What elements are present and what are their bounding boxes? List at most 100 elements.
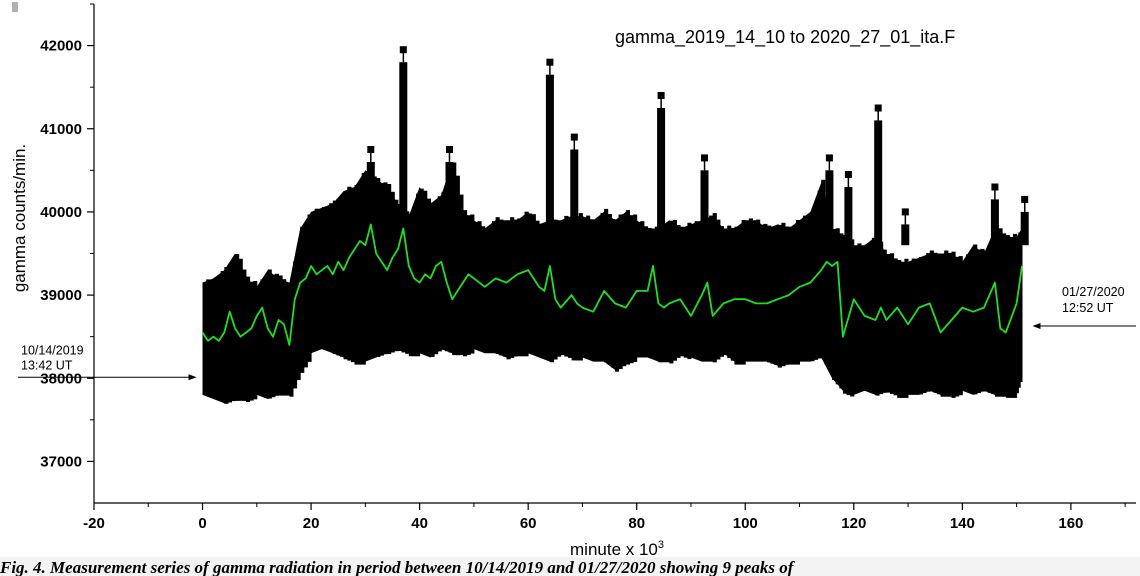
data-bar bbox=[274, 273, 279, 396]
data-bar bbox=[947, 252, 952, 397]
annotation-time: 13:42 UT bbox=[21, 358, 73, 372]
data-bar bbox=[651, 230, 656, 359]
data-bar bbox=[416, 193, 421, 357]
chart-title: gamma_2019_14_10 to 2020_27_01_ita.F bbox=[615, 27, 955, 48]
data-bar bbox=[777, 224, 782, 368]
data-bar bbox=[332, 200, 337, 354]
data-bar bbox=[361, 172, 366, 365]
data-bar bbox=[1020, 231, 1023, 383]
data-bar bbox=[853, 246, 858, 394]
data-spike bbox=[990, 199, 999, 246]
data-bar bbox=[531, 214, 536, 353]
data-bar bbox=[578, 213, 583, 361]
plot-area bbox=[201, 46, 1029, 404]
data-bar bbox=[423, 190, 428, 353]
y-tick-label: 42000 bbox=[40, 38, 82, 55]
data-bar bbox=[611, 219, 616, 368]
data-bar bbox=[918, 257, 923, 395]
annotation-time: 12:52 UT bbox=[1062, 301, 1114, 315]
data-spike bbox=[874, 120, 883, 246]
data-bar bbox=[694, 221, 699, 358]
data-bar bbox=[723, 229, 728, 356]
data-bar bbox=[861, 245, 866, 391]
annotation-date: 10/14/2019 bbox=[21, 343, 84, 357]
data-bar bbox=[803, 215, 808, 360]
data-bar bbox=[991, 238, 996, 395]
data-bar bbox=[633, 214, 638, 362]
data-bar bbox=[933, 252, 938, 393]
data-bar bbox=[560, 220, 565, 356]
data-bar bbox=[821, 179, 826, 359]
data-bar bbox=[618, 214, 623, 369]
x-tick-label: 0 bbox=[198, 515, 206, 532]
data-bar bbox=[1005, 235, 1010, 398]
data-bar bbox=[224, 267, 229, 404]
data-bar bbox=[539, 223, 544, 357]
data-bar bbox=[966, 254, 971, 391]
data-bar bbox=[596, 219, 601, 362]
data-bar bbox=[520, 218, 525, 357]
data-bar bbox=[915, 259, 920, 394]
data-bar bbox=[817, 190, 822, 359]
data-bar bbox=[730, 227, 735, 361]
data-bar bbox=[832, 229, 837, 380]
data-spike bbox=[445, 162, 454, 246]
data-bar bbox=[647, 227, 652, 357]
data-bar bbox=[842, 235, 847, 394]
data-bar bbox=[394, 199, 399, 352]
data-bar bbox=[850, 239, 855, 397]
data-bar bbox=[622, 214, 627, 367]
smoothed-series-line bbox=[201, 223, 1023, 346]
data-bar bbox=[662, 225, 667, 363]
data-bar bbox=[607, 214, 612, 365]
data-spike bbox=[545, 74, 554, 246]
x-axis-title-exponent: 3 bbox=[658, 539, 664, 551]
data-bar bbox=[484, 227, 489, 353]
x-axis-title: minute x 103 bbox=[570, 539, 664, 557]
data-bar bbox=[296, 245, 301, 381]
data-bar bbox=[553, 219, 558, 360]
y-tick-label: 37000 bbox=[40, 453, 82, 470]
axes: -20 0 20 40 60 80 100 120 140 160 37000 38000 39000 4… bbox=[18, 3, 1136, 532]
data-bar bbox=[665, 224, 670, 363]
x-tick-label: 80 bbox=[628, 515, 645, 532]
data-bar bbox=[929, 250, 934, 392]
data-spike bbox=[570, 149, 579, 246]
data-spike bbox=[844, 187, 853, 246]
data-bar bbox=[958, 256, 963, 396]
data-bar bbox=[926, 253, 931, 392]
data-bar bbox=[734, 226, 739, 365]
data-bar bbox=[238, 258, 243, 401]
data-bar bbox=[828, 215, 833, 372]
data-bar bbox=[814, 203, 819, 360]
data-bar bbox=[434, 202, 439, 355]
data-bar bbox=[1002, 233, 1007, 397]
data-bar bbox=[387, 184, 392, 354]
y-tick-label: 40000 bbox=[40, 204, 82, 221]
x-axis-title-text: minute x 10 bbox=[570, 540, 658, 557]
data-spike bbox=[366, 162, 375, 246]
data-bar bbox=[705, 220, 710, 362]
data-bar bbox=[430, 202, 435, 357]
data-spike bbox=[901, 224, 910, 246]
data-bar bbox=[629, 215, 634, 364]
data-bar bbox=[890, 253, 895, 394]
data-bar bbox=[922, 257, 927, 393]
data-bar bbox=[325, 208, 330, 350]
x-tick-label: 60 bbox=[520, 515, 537, 532]
data-bar bbox=[408, 214, 413, 357]
data-bar bbox=[473, 221, 478, 348]
data-bar bbox=[795, 220, 800, 365]
chart-canvas: -20 0 20 40 60 80 100 120 140 160 37000 38000 39000 4… bbox=[10, 2, 1136, 557]
data-bar bbox=[788, 226, 793, 365]
data-bar bbox=[756, 219, 761, 362]
data-bar bbox=[727, 225, 732, 358]
data-bar bbox=[810, 211, 815, 362]
spike-marker bbox=[367, 146, 375, 153]
data-bar bbox=[492, 221, 497, 353]
data-bar bbox=[571, 214, 576, 361]
data-bar bbox=[712, 213, 717, 363]
data-bar bbox=[799, 221, 804, 360]
x-tick-label: 40 bbox=[411, 515, 428, 532]
data-bar bbox=[300, 226, 305, 373]
